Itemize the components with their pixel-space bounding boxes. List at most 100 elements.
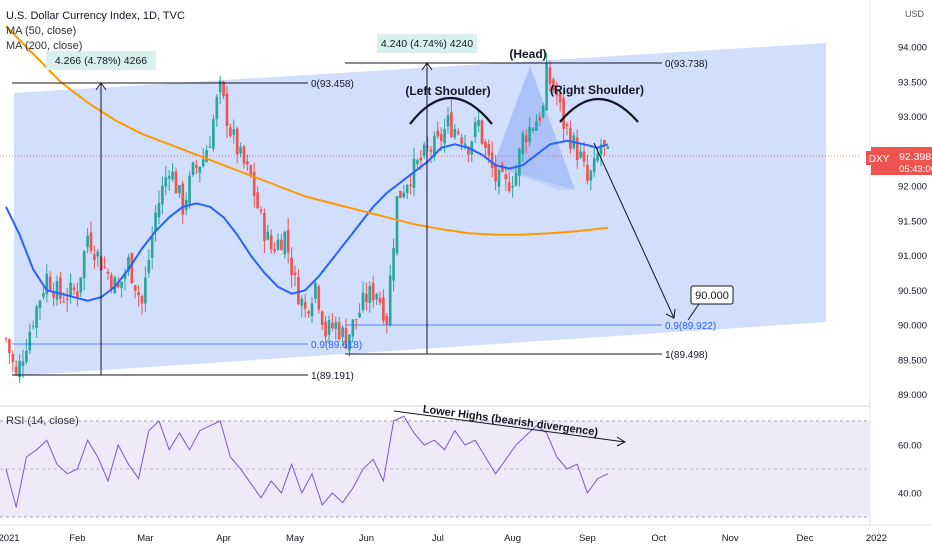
candle-body xyxy=(232,129,236,135)
candle-body xyxy=(409,184,412,186)
price-tick-label: 91.500 xyxy=(898,216,927,227)
time-tick-label: Mar xyxy=(137,533,153,544)
candle-body xyxy=(276,239,280,250)
candle-body xyxy=(541,105,545,117)
candle-body xyxy=(412,158,416,188)
candle-body xyxy=(307,311,310,314)
candle-body xyxy=(531,128,535,131)
fib-09-left-label: 0.9(89.618) xyxy=(311,340,362,351)
candle-body xyxy=(501,164,504,173)
candle-body xyxy=(222,81,225,97)
price-tick-label: 94.000 xyxy=(898,43,927,54)
projection-arrowhead xyxy=(665,308,676,319)
candle-body xyxy=(480,120,484,144)
candle-body xyxy=(361,292,365,310)
candle-body xyxy=(205,150,208,163)
rsi-divergence-arrow xyxy=(393,410,626,443)
candle-body xyxy=(28,331,32,351)
candle-body xyxy=(470,141,474,155)
candle-body xyxy=(456,131,460,134)
candle-body xyxy=(511,185,514,188)
price-tick-label: 92.000 xyxy=(898,182,927,193)
price-axis-unit: USD xyxy=(905,9,925,19)
price-tick-label: 90.000 xyxy=(898,321,927,332)
candle-body xyxy=(110,275,113,290)
candle-body xyxy=(161,185,164,205)
legend-symbol[interactable]: U.S. Dollar Currency Index, 1D, TVC xyxy=(6,10,185,22)
candle-body xyxy=(127,257,130,272)
legend-ma50[interactable]: MA (50, close) xyxy=(6,25,77,37)
candle-body xyxy=(297,276,300,305)
candle-body xyxy=(395,196,399,254)
candle-body xyxy=(603,140,606,146)
candle-body xyxy=(422,144,426,157)
legend-ma200[interactable]: MA (200, close) xyxy=(6,40,83,52)
candle-body xyxy=(358,312,361,318)
candle-body xyxy=(188,175,191,204)
price-tick-label: 89.000 xyxy=(898,390,927,401)
projection-arrow xyxy=(593,142,675,319)
price-tick-label: 93.500 xyxy=(898,77,927,88)
candle-body xyxy=(103,267,106,269)
candle-body xyxy=(450,112,453,137)
rsi-axis: 60.00 40.00 xyxy=(898,441,922,500)
candle-body xyxy=(86,235,89,248)
candle-body xyxy=(388,275,392,326)
time-tick-label: Jul xyxy=(432,533,444,544)
candle-body xyxy=(69,282,72,297)
candle-body xyxy=(106,271,110,274)
candle-body xyxy=(484,141,487,148)
rsi-tick-label: 60.00 xyxy=(898,441,922,452)
candle-body xyxy=(273,249,276,252)
time-tick-label: Sep xyxy=(579,533,596,544)
candle-body xyxy=(467,147,470,155)
candle-body xyxy=(416,160,419,164)
candle-body xyxy=(303,302,307,309)
candle-body xyxy=(419,157,423,161)
candle-body xyxy=(514,172,518,186)
candle-body xyxy=(249,165,253,177)
candle-body xyxy=(52,291,55,298)
candle-body xyxy=(246,161,249,165)
candle-body xyxy=(35,306,38,328)
candle-body xyxy=(208,146,212,148)
time-tick-label: Feb xyxy=(69,533,85,544)
candle-body xyxy=(239,146,242,154)
candle-body xyxy=(463,143,467,148)
candle-body xyxy=(11,353,15,363)
candle-body xyxy=(477,120,480,126)
moving-averages xyxy=(5,25,609,302)
candle-body xyxy=(25,350,28,362)
candle-body xyxy=(569,127,572,149)
candle-body xyxy=(490,152,494,168)
candle-body xyxy=(497,169,501,187)
price-tick-label: 89.500 xyxy=(898,355,927,366)
candle-body xyxy=(348,334,351,351)
head-triangle xyxy=(493,66,575,190)
candle-body xyxy=(562,97,565,129)
candle-body xyxy=(341,327,344,338)
candle-body xyxy=(137,292,140,296)
candle-body xyxy=(235,128,239,155)
target-callout-pointer xyxy=(687,303,700,321)
candle-body xyxy=(365,294,368,303)
fib-bottom-right-label: 1(89.498) xyxy=(665,350,708,361)
candle-body xyxy=(586,164,589,181)
candle-body xyxy=(300,298,304,306)
measure-left-label: 4.266 (4.78%) 4266 xyxy=(55,55,147,67)
candle-body xyxy=(256,192,259,209)
candle-body xyxy=(283,231,287,255)
legend-rsi[interactable]: RSI (14, close) xyxy=(6,415,79,427)
candle-body xyxy=(535,121,538,131)
candle-body xyxy=(453,128,457,138)
candle-body xyxy=(290,257,293,276)
candle-body xyxy=(59,277,62,299)
candle-body xyxy=(589,170,593,181)
candle-body xyxy=(439,134,443,142)
time-axis[interactable]: 2021 Feb Mar Apr May Jun Jul Aug Sep Oct Nov Dec 202… xyxy=(0,533,887,544)
candle-body xyxy=(45,273,49,295)
measure-left-box xyxy=(46,51,156,70)
left-shoulder-label: (Left Shoulder) xyxy=(405,84,490,98)
candle-body xyxy=(178,185,181,194)
